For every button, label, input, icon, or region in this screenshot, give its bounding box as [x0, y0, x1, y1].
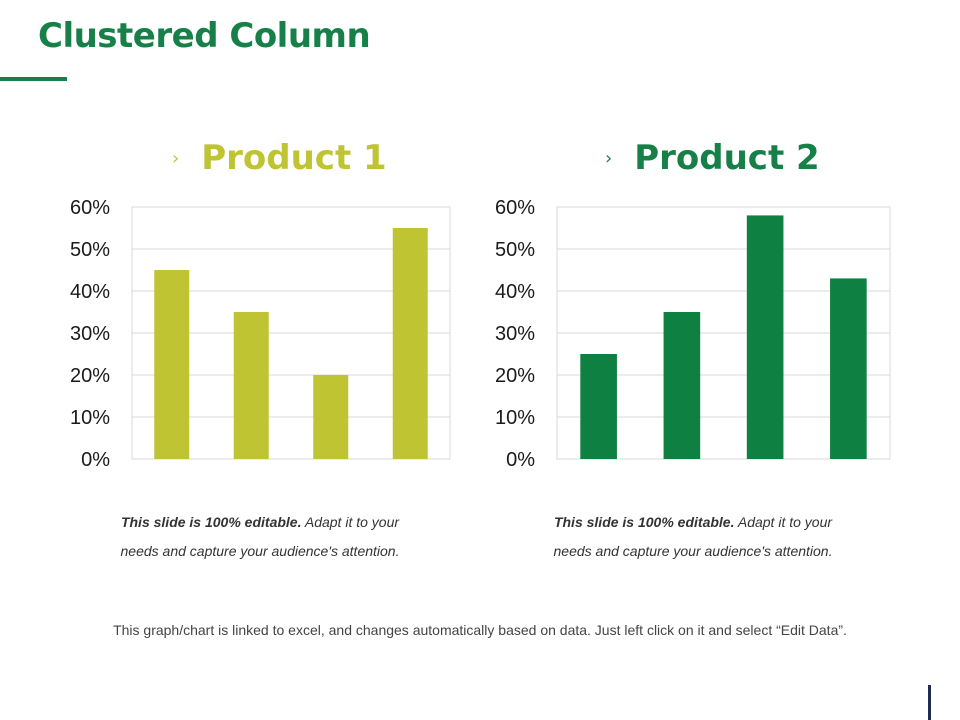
chevron-right-icon: ›: [605, 148, 613, 169]
y-tick-label: 20%: [495, 365, 535, 387]
note-bold-text: This slide is 100% editable.: [120, 514, 302, 530]
y-tick-label: 60%: [70, 197, 110, 219]
bar[interactable]: [154, 270, 190, 459]
y-tick-label: 30%: [495, 323, 535, 345]
chart-note-product-2: This slide is 100% editable. Adapt it to…: [533, 508, 853, 565]
note-text: Adapt it to your needs and capture your …: [120, 514, 400, 559]
y-tick-label: 40%: [70, 281, 110, 303]
bar-chart-product-2[interactable]: 0% 10% 20% 30% 40% 50% 60%: [465, 190, 905, 480]
bar[interactable]: [580, 354, 617, 459]
chart-heading-product-2: › Product 2: [605, 138, 820, 178]
bar-chart-product-1[interactable]: 0% 10% 20% 30% 40% 50% 60%: [40, 190, 460, 480]
y-tick-label: 10%: [495, 407, 535, 429]
bar[interactable]: [830, 278, 867, 459]
bar[interactable]: [233, 312, 269, 459]
note-bold-text: This slide is 100% editable.: [553, 514, 735, 530]
chevron-right-icon: ›: [172, 148, 180, 169]
footer-note: This graph/chart is linked to excel, and…: [113, 622, 847, 638]
y-tick-label: 50%: [70, 239, 110, 261]
bar[interactable]: [313, 375, 349, 459]
y-tick-label: 20%: [70, 365, 110, 387]
y-tick-label: 60%: [495, 197, 535, 219]
y-tick-label: 0%: [81, 449, 110, 471]
y-tick-label: 0%: [506, 449, 535, 471]
chart-heading-label: Product 1: [201, 138, 387, 178]
plot-area-border: [556, 206, 891, 460]
slide-title: Clustered Column: [38, 16, 371, 56]
bar[interactable]: [746, 215, 784, 459]
y-tick-label: 50%: [495, 239, 535, 261]
y-tick-label: 30%: [70, 323, 110, 345]
y-tick-label: 10%: [70, 407, 110, 429]
chart-note-product-1: This slide is 100% editable. Adapt it to…: [100, 508, 420, 565]
title-underline: [0, 77, 67, 81]
note-text: Adapt it to your needs and capture your …: [553, 514, 833, 559]
corner-accent-bar: [928, 685, 931, 720]
y-tick-label: 40%: [495, 281, 535, 303]
bar[interactable]: [392, 228, 428, 459]
chart-heading-label: Product 2: [634, 138, 820, 178]
plot-area-border: [131, 206, 451, 460]
bar[interactable]: [663, 312, 701, 459]
chart-heading-product-1: › Product 1: [172, 138, 387, 178]
